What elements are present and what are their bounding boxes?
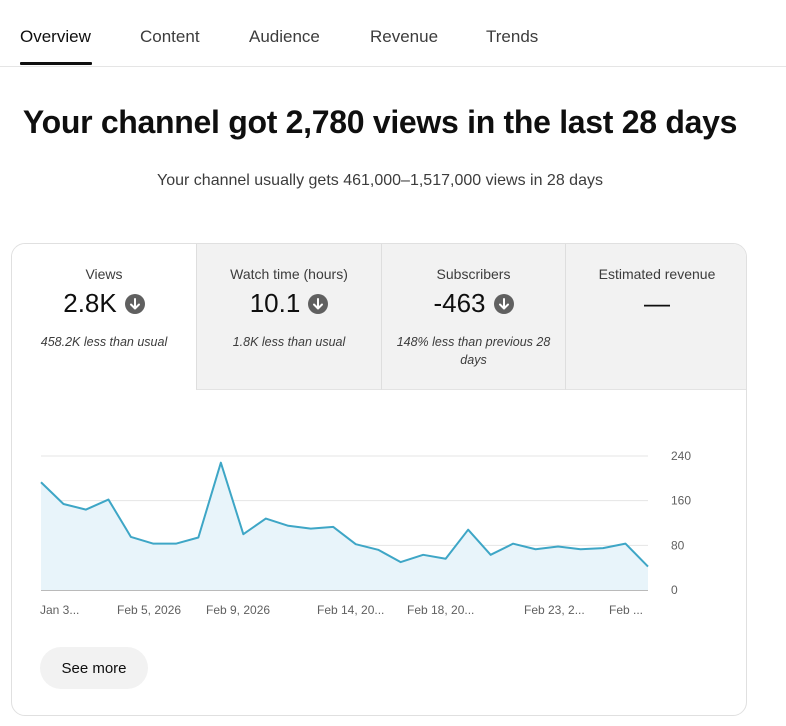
metric-label: Views <box>85 266 123 282</box>
data-point[interactable] <box>83 507 89 513</box>
views-area <box>41 462 648 590</box>
metric-value: — <box>644 288 670 318</box>
x-tick-label: Feb 23, 2... <box>524 603 585 617</box>
page-subtitle: Your channel usually gets 461,000–1,517,… <box>157 172 603 189</box>
data-point[interactable] <box>600 545 606 551</box>
data-point[interactable] <box>533 546 539 552</box>
data-point[interactable] <box>150 541 156 547</box>
data-point[interactable] <box>623 541 629 547</box>
metric-value: 2.8K <box>63 288 117 318</box>
metric-label: Subscribers <box>436 266 511 282</box>
metric-subscribers[interactable]: Subscribers -463 148% less than previous… <box>381 244 565 390</box>
data-point[interactable] <box>488 552 494 558</box>
data-point[interactable] <box>443 556 449 562</box>
data-point[interactable] <box>173 541 179 547</box>
data-point[interactable] <box>195 535 201 541</box>
views-chart: 240 160 80 0 Jan 3... Feb 5, 2026 Feb 9, 2026 F… <box>38 449 691 617</box>
arrow-down-icon <box>124 293 145 314</box>
data-point[interactable] <box>465 527 471 533</box>
overview-card: Views 2.8K 458.2K less than usual Watch … <box>11 243 747 716</box>
metric-note: 1.8K less than usual <box>232 335 346 349</box>
tab-revenue[interactable]: Revenue <box>370 27 439 46</box>
data-point[interactable] <box>555 543 561 549</box>
data-point[interactable] <box>38 479 44 485</box>
data-point[interactable] <box>375 547 381 553</box>
data-point[interactable] <box>420 552 426 558</box>
data-point[interactable] <box>60 501 66 507</box>
page-title: Your channel got 2,780 views in the last… <box>22 104 738 140</box>
see-more-button[interactable]: See more <box>40 647 148 689</box>
x-tick-label: Feb 5, 2026 <box>117 603 181 617</box>
data-point[interactable] <box>263 516 269 522</box>
data-point[interactable] <box>510 541 516 547</box>
data-point[interactable] <box>240 531 246 537</box>
x-tick-label: Feb ... <box>609 603 643 617</box>
tab-overview[interactable]: Overview <box>20 27 91 46</box>
data-point[interactable] <box>105 497 111 503</box>
metric-estimated-revenue[interactable]: Estimated revenue — <box>565 244 746 390</box>
metric-note: 458.2K less than usual <box>40 335 168 349</box>
x-tick-label: Feb 18, 20... <box>407 603 474 617</box>
x-tick-label: Jan 3... <box>40 603 79 617</box>
metric-label: Watch time (hours) <box>230 266 348 282</box>
y-tick-label: 80 <box>671 538 685 552</box>
tab-audience[interactable]: Audience <box>249 27 320 46</box>
y-tick-label: 240 <box>671 449 691 463</box>
active-tab-indicator <box>20 62 92 65</box>
arrow-down-icon <box>493 293 514 314</box>
data-point[interactable] <box>578 546 584 552</box>
metric-watch-time[interactable]: Watch time (hours) 10.1 1.8K less than u… <box>196 244 381 390</box>
tab-trends[interactable]: Trends <box>486 27 539 46</box>
arrow-down-icon <box>308 293 329 314</box>
y-tick-label: 160 <box>671 494 691 508</box>
metric-value: 10.1 <box>249 288 301 318</box>
data-point[interactable] <box>645 564 651 570</box>
metric-value: -463 <box>433 288 486 318</box>
metric-note: 148% less than previous 28 days <box>396 335 551 367</box>
metric-label: Estimated revenue <box>598 266 716 282</box>
views-line <box>40 461 649 568</box>
metric-views[interactable]: Views 2.8K 458.2K less than usual <box>12 244 196 390</box>
data-point[interactable] <box>353 541 359 547</box>
data-point[interactable] <box>285 523 291 529</box>
tab-content[interactable]: Content <box>140 27 200 46</box>
data-point[interactable] <box>128 534 134 540</box>
data-point[interactable] <box>218 460 224 466</box>
data-point[interactable] <box>330 524 336 530</box>
data-point[interactable] <box>398 559 404 565</box>
y-tick-label: 0 <box>671 583 678 597</box>
x-tick-label: Feb 9, 2026 <box>206 603 270 617</box>
data-point[interactable] <box>308 526 314 532</box>
x-tick-label: Feb 14, 20... <box>317 603 384 617</box>
tab-bar: Overview Content Audience Revenue Trends <box>0 0 786 67</box>
